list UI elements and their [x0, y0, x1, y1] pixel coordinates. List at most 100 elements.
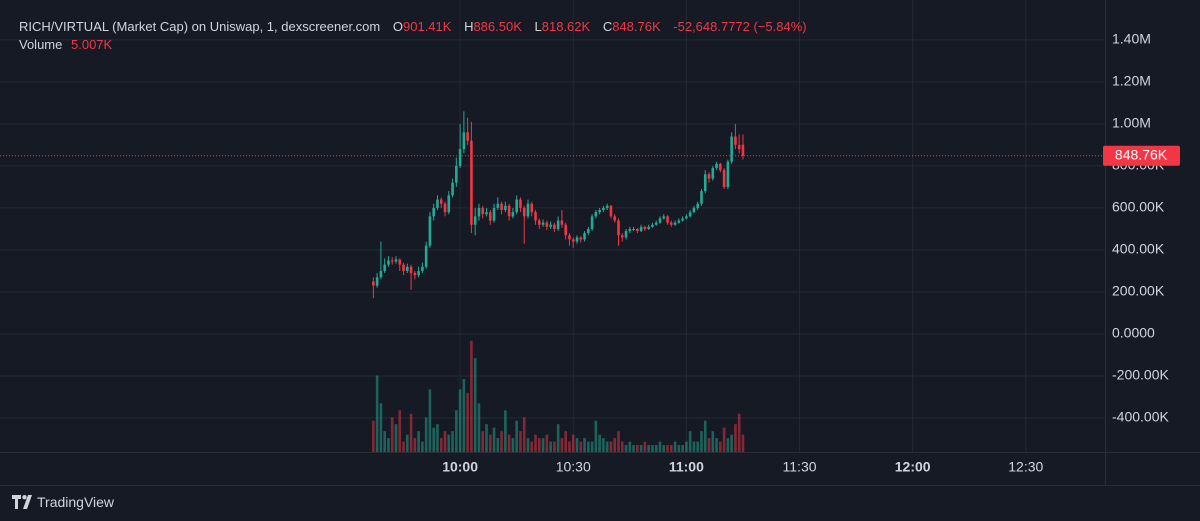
- last-price-label: 848.76K: [1115, 146, 1168, 162]
- brand-name: TradingView: [37, 494, 115, 510]
- volume-bar: [545, 434, 549, 452]
- volume-bar: [496, 438, 500, 452]
- candle-body: [639, 226, 643, 232]
- y-tick-label: -400.00K: [1112, 409, 1169, 425]
- candle-body: [398, 259, 402, 265]
- low-value: 818.62K: [541, 19, 591, 34]
- y-tick-label: -200.00K: [1112, 367, 1169, 383]
- candle-body: [504, 205, 507, 211]
- volume-bar: [654, 445, 658, 452]
- volume-bar: [677, 445, 681, 452]
- x-tick-label: 10:30: [556, 459, 591, 475]
- candle-body: [632, 228, 635, 230]
- candle-body: [568, 235, 571, 240]
- candle-body: [507, 205, 511, 217]
- close-label: C: [602, 19, 613, 34]
- candle-body: [538, 220, 541, 225]
- volume-bar: [413, 438, 417, 452]
- volume-bar: [522, 417, 526, 452]
- candle-body: [590, 216, 594, 229]
- candle-body: [515, 199, 518, 213]
- candle-body: [583, 233, 586, 240]
- candle-body: [560, 220, 564, 225]
- candle-body: [511, 212, 515, 217]
- volume-bar: [696, 441, 699, 452]
- candle-body: [617, 220, 620, 236]
- volume-bar: [564, 431, 567, 452]
- brand[interactable]: TradingView: [12, 494, 114, 510]
- candle-body: [669, 222, 673, 225]
- volume-bar: [662, 445, 666, 452]
- volume-bar: [632, 445, 635, 452]
- candle-body: [500, 203, 503, 211]
- volume-bar: [417, 431, 420, 452]
- volume-bar: [541, 438, 545, 452]
- volume-bar: [571, 434, 575, 452]
- volume-bar: [477, 403, 481, 452]
- volume-bar: [568, 441, 571, 452]
- volume-bar: [556, 424, 560, 452]
- volume-bar: [602, 438, 605, 452]
- volume-bar: [673, 441, 677, 452]
- y-tick-label: 1.40M: [1112, 31, 1151, 47]
- volume-bar: [651, 445, 654, 452]
- volume-bar: [511, 438, 515, 452]
- candle-body: [417, 270, 420, 276]
- candle-body: [470, 140, 473, 225]
- volume-bar: [669, 445, 673, 452]
- volume-bar: [726, 438, 730, 452]
- volume-bar: [387, 438, 390, 452]
- high-value: 886.50K: [473, 19, 522, 34]
- volume-bar: [458, 389, 462, 452]
- volume-bar: [658, 441, 662, 452]
- volume-bar: [462, 378, 466, 452]
- volume-bar: [643, 441, 647, 452]
- candle-body: [372, 281, 375, 286]
- candle-body: [428, 216, 432, 246]
- candle-body: [379, 270, 383, 278]
- candle-body: [556, 220, 560, 229]
- open-value: 901.41K: [403, 19, 452, 34]
- volume-bar: [628, 441, 632, 452]
- last-price-tag: [1103, 145, 1180, 166]
- volume-bar: [553, 441, 556, 452]
- candle-body: [436, 199, 439, 208]
- candle-body: [455, 165, 458, 183]
- volume-bar: [609, 441, 613, 452]
- volume-bar: [711, 431, 715, 452]
- candle-body: [451, 182, 454, 196]
- volume-row: Volume 5.007K: [19, 37, 112, 52]
- candle-body: [730, 136, 733, 162]
- volume-bar: [590, 441, 594, 452]
- volume-bar: [443, 431, 447, 452]
- volume-bar: [538, 438, 541, 452]
- candle-body: [688, 212, 692, 217]
- volume-bar: [466, 392, 469, 452]
- candle-body: [462, 132, 466, 150]
- candle-body: [553, 224, 556, 229]
- candle-body: [549, 224, 552, 227]
- volume-bar: [620, 441, 624, 452]
- volume-bar: [421, 441, 424, 452]
- candle-body: [432, 207, 436, 217]
- candle-body: [575, 237, 579, 242]
- candle-body: [677, 220, 681, 223]
- volume-bar: [500, 431, 503, 452]
- volume-bar: [439, 438, 443, 452]
- x-tick-label: 11:30: [783, 459, 817, 475]
- volume-bar: [451, 431, 454, 452]
- change-value: -52,648.7772 (−5.84%): [673, 19, 807, 34]
- candle-body: [375, 277, 379, 286]
- candle-body: [613, 216, 617, 221]
- volume-bar: [685, 441, 688, 452]
- volume-bar: [481, 431, 485, 452]
- candle-body: [598, 210, 601, 213]
- volume-bar: [647, 445, 650, 452]
- volume-bar: [406, 434, 409, 452]
- candle-body: [620, 235, 624, 238]
- candle-body: [458, 149, 462, 166]
- high-label: H: [464, 19, 474, 34]
- candle-body: [534, 212, 537, 221]
